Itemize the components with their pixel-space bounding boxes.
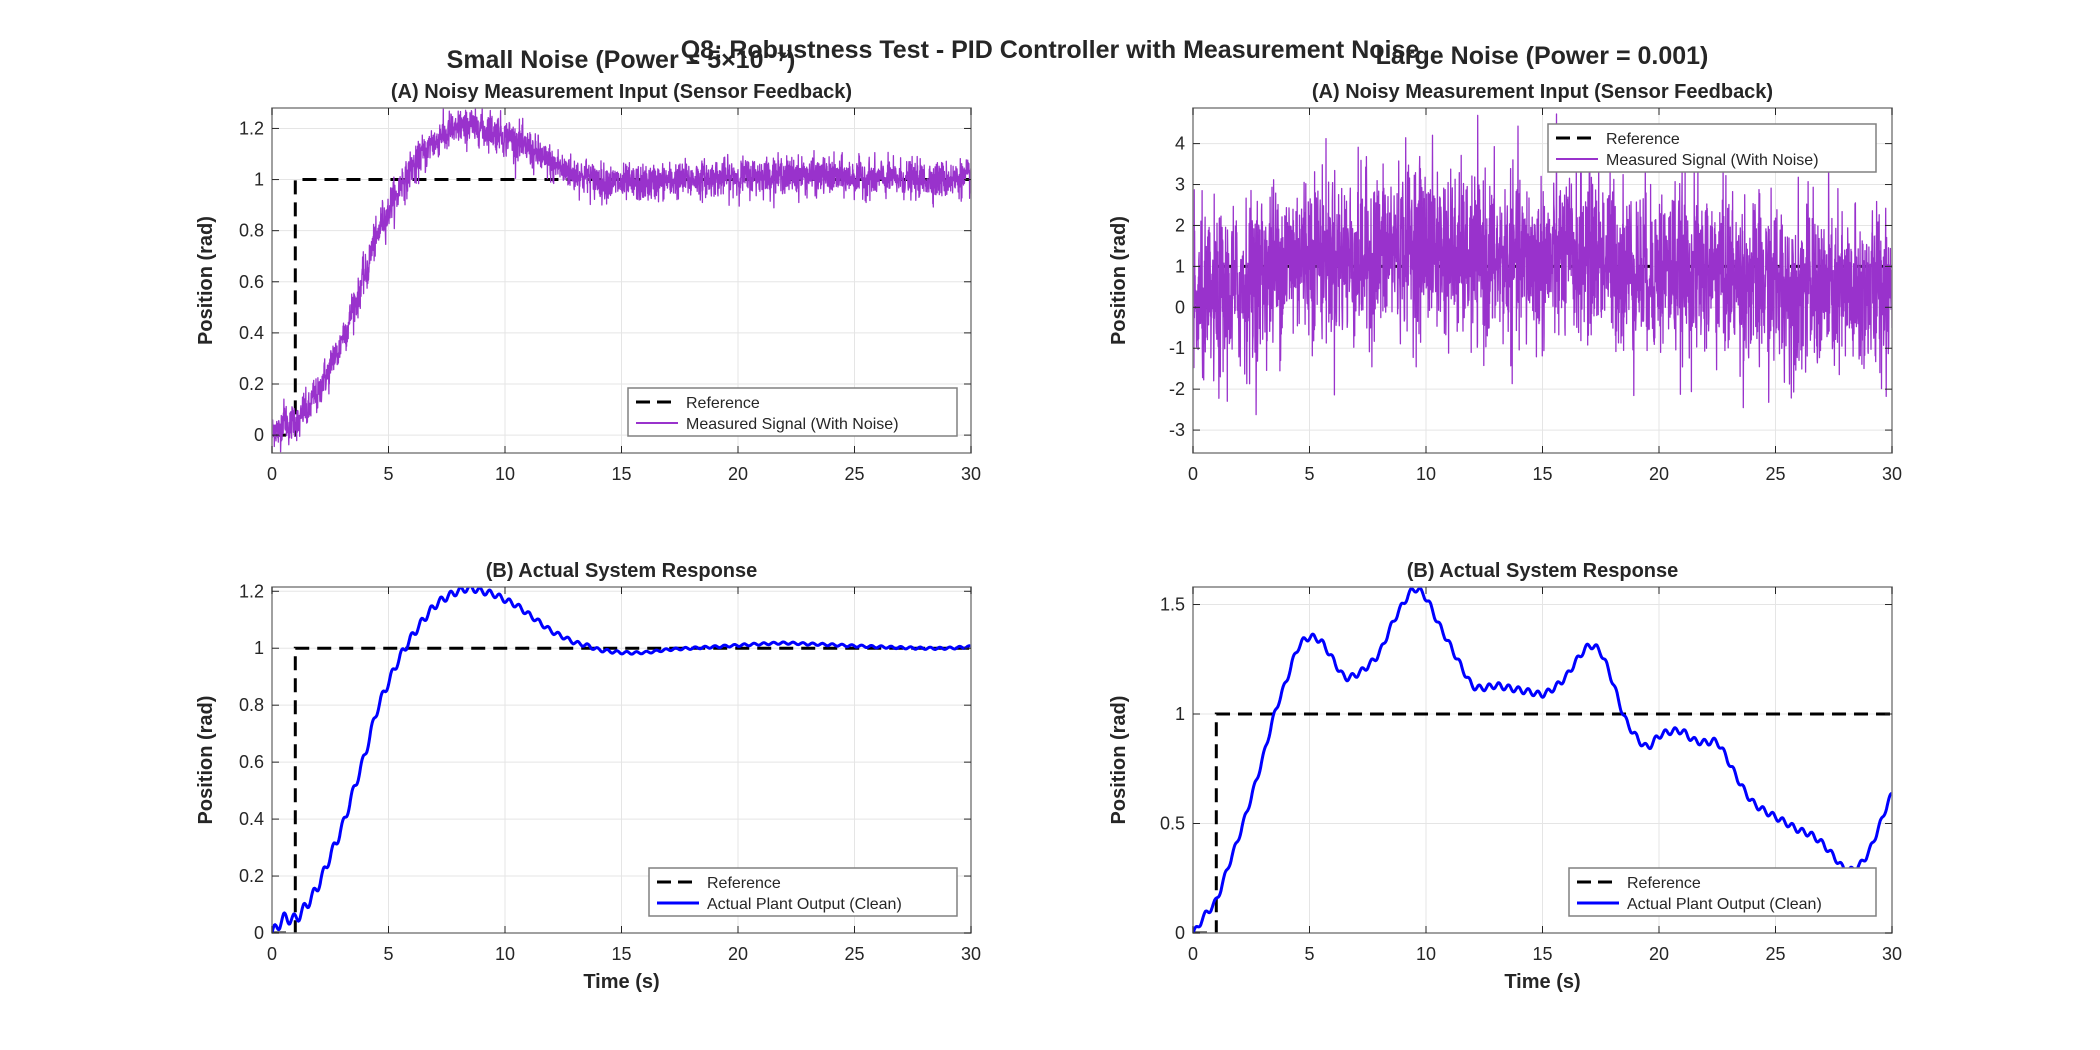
y-axis-label: Position (rad): [195, 216, 217, 345]
y-tick-label: 0.2: [239, 866, 264, 886]
x-tick-label: 15: [611, 464, 631, 484]
y-tick-label: 0.5: [1160, 814, 1185, 834]
y-axis-label: Position (rad): [1108, 216, 1130, 345]
series-plant-output: [1193, 587, 1892, 933]
y-tick-label: 1.2: [239, 118, 264, 138]
x-tick-label: 30: [1882, 464, 1902, 484]
x-tick-label: 25: [1765, 464, 1785, 484]
legend: Reference Measured Signal (With Noise): [627, 387, 958, 437]
x-tick-label: 10: [1416, 944, 1436, 964]
x-tick-label: 15: [1532, 944, 1552, 964]
y-axis-label: Position (rad): [195, 696, 217, 825]
legend-box: [627, 387, 958, 437]
y-tick-label: 1: [254, 170, 264, 190]
subplot-2: 0 5 10 15 20 25 30 0 0.2 0.4 0.6 0.8 1 1.2 (B) Actual …: [195, 560, 981, 993]
x-tick-label: 0: [267, 944, 277, 964]
axes-title: (A) Noisy Measurement Input (Sensor Feed…: [391, 81, 852, 103]
y-tick-label: 0: [1175, 297, 1185, 317]
x-tick-label: 5: [1304, 944, 1314, 964]
axes-title: (A) Noisy Measurement Input (Sensor Feed…: [1312, 81, 1773, 103]
series-group: [272, 108, 971, 453]
legend-entry: Actual Plant Output (Clean): [707, 896, 902, 913]
x-tick-label: 0: [1188, 464, 1198, 484]
y-tick-label: 0.8: [239, 221, 264, 241]
x-tick-label: 25: [844, 464, 864, 484]
legend-entry: Reference: [1627, 875, 1701, 892]
y-tick-label: 0.4: [239, 809, 264, 829]
y-tick-label: 1.5: [1160, 595, 1185, 615]
series-reference-line: [272, 646, 971, 933]
y-tick-label: -2: [1169, 379, 1185, 399]
subplot-0: 0 5 10 15 20 25 30 0 0.2 0.4 0.6 0.8 1 1.2 (A) Noisy M…: [195, 81, 981, 484]
x-tick-label: 0: [1188, 944, 1198, 964]
legend-entry: Reference: [1606, 131, 1680, 148]
axes-title: (B) Actual System Response: [1407, 560, 1679, 582]
x-axis-label: Time (s): [583, 971, 659, 993]
y-tick-label: 0.4: [239, 323, 264, 343]
x-tick-label: 20: [1649, 464, 1669, 484]
y-tick-label: 3: [1175, 175, 1185, 195]
axes-title: (B) Actual System Response: [486, 560, 758, 582]
x-tick-label: 25: [1765, 944, 1785, 964]
x-tick-label: 20: [728, 944, 748, 964]
y-tick-label: 0.8: [239, 695, 264, 715]
column-title-large-noise: Large Noise (Power = 0.001): [1376, 42, 1709, 70]
y-axis-label: Position (rad): [1108, 696, 1130, 825]
x-tick-label: 15: [1532, 464, 1552, 484]
y-tick-label: 0.6: [239, 752, 264, 772]
y-tick-label: -1: [1169, 338, 1185, 358]
legend-entry: Measured Signal (With Noise): [686, 416, 899, 433]
x-tick-label: 5: [1304, 464, 1314, 484]
x-tick-label: 20: [728, 464, 748, 484]
y-tick-label: 0: [254, 923, 264, 943]
column-title-small-noise: Small Noise (Power = 5×10⁻⁷): [447, 46, 796, 74]
series-group: [272, 587, 971, 933]
y-tick-label: -3: [1169, 420, 1185, 440]
legend: Reference Measured Signal (With Noise): [1547, 123, 1877, 173]
subplot-3: 0 5 10 15 20 25 30 0 0.5 1 1.5 (B) Actual System Re…: [1108, 560, 1902, 993]
y-tick-label: 4: [1175, 134, 1185, 154]
y-tick-label: 1: [254, 638, 264, 658]
legend-entry: Reference: [707, 875, 781, 892]
legend-box: [1568, 867, 1877, 917]
legend: Reference Actual Plant Output (Clean): [1568, 867, 1877, 917]
y-tick-label: 1: [1175, 256, 1185, 276]
y-tick-label: 2: [1175, 215, 1185, 235]
x-axis-label: Time (s): [1504, 971, 1580, 993]
x-tick-label: 30: [961, 464, 981, 484]
subplot-1: 0 5 10 15 20 25 30 -3 -2 -1 0 1 2 3 4 (A) Noisy Measure…: [1108, 81, 1902, 484]
x-tick-label: 30: [961, 944, 981, 964]
y-tick-label: 0.6: [239, 272, 264, 292]
y-tick-label: 0: [1175, 923, 1185, 943]
y-tick-label: 1: [1175, 704, 1185, 724]
y-tick-label: 0.2: [239, 374, 264, 394]
legend-entry: Measured Signal (With Noise): [1606, 152, 1819, 169]
series-measured-signal: [272, 108, 971, 453]
x-tick-label: 5: [383, 464, 393, 484]
x-tick-label: 10: [495, 944, 515, 964]
series-group: [1193, 113, 1892, 416]
x-tick-label: 15: [611, 944, 631, 964]
legend-box: [648, 867, 958, 917]
x-tick-label: 30: [1882, 944, 1902, 964]
series-measured-signal: [1193, 113, 1892, 416]
series-plant-output: [272, 587, 971, 933]
series-reference-line: [1193, 712, 1892, 933]
series-group: [1193, 587, 1892, 933]
legend: Reference Actual Plant Output (Clean): [648, 867, 958, 917]
legend-entry: Reference: [686, 395, 760, 412]
y-tick-label: 1.2: [239, 581, 264, 601]
x-tick-label: 10: [1416, 464, 1436, 484]
x-tick-label: 5: [383, 944, 393, 964]
suptitle: Q8: Robustness Test - PID Controller wit…: [681, 36, 1420, 64]
x-tick-label: 0: [267, 464, 277, 484]
y-tick-label: 0: [254, 425, 264, 445]
x-tick-label: 20: [1649, 944, 1669, 964]
x-tick-label: 25: [844, 944, 864, 964]
x-tick-label: 10: [495, 464, 515, 484]
legend-entry: Actual Plant Output (Clean): [1627, 896, 1822, 913]
legend-box: [1547, 123, 1877, 173]
